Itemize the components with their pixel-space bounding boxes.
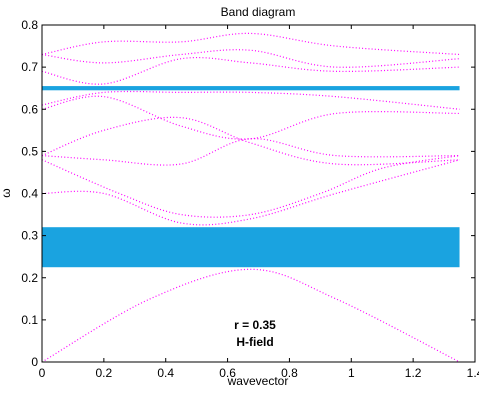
x-axis-label: wavevector [227,374,289,388]
y-tick-label: 0 [31,355,38,369]
band-series-1 [41,159,460,226]
y-tick-label: 0.3 [21,229,38,243]
y-tick-label: 0.5 [21,144,38,158]
band-series-4 [41,116,460,166]
y-tick-label: 0.8 [21,18,38,32]
band-series-2 [41,154,460,218]
plot-frame [41,24,476,363]
y-tick-label: 0.6 [21,102,38,116]
band-series-9 [41,32,460,56]
x-tick-label: 1.2 [405,366,422,380]
band-series-0 [41,268,460,363]
y-axis-label: ω [0,188,13,197]
band-series-7 [41,56,460,85]
band-series-8 [41,49,460,68]
x-tick-label: 0.2 [96,366,113,380]
annotation-field: H-field [236,335,273,349]
x-tick-label: 0.8 [281,366,298,380]
band-series-5 [41,95,460,140]
bands-series [41,32,460,363]
x-tick-label: 0 [39,366,46,380]
band-gap-0 [42,227,460,268]
y-tick-label: 0.1 [21,313,38,327]
x-tick-label: 0.4 [157,366,174,380]
y-tick-label: 0.2 [21,271,38,285]
chart-title: Band diagram [221,5,296,19]
x-tick-label: 1.4 [467,366,479,380]
y-axis-ticks: 0 0.1 0.2 0.3 0.4 0.5 0.6 0.7 0.8 [21,18,475,369]
y-tick-label: 0.4 [21,187,38,201]
annotation-radius: r = 0.35 [234,318,276,332]
band-series-6 [41,90,460,110]
y-tick-label: 0.7 [21,60,38,74]
x-axis-ticks: 0 0.2 0.4 0.6 0.8 1 1.2 1.4 [39,25,479,380]
x-tick-label: 0.6 [219,366,236,380]
band-gap-1 [42,86,460,91]
band-series-3 [41,138,460,166]
band-gaps [42,86,460,268]
x-tick-label: 1 [348,366,355,380]
